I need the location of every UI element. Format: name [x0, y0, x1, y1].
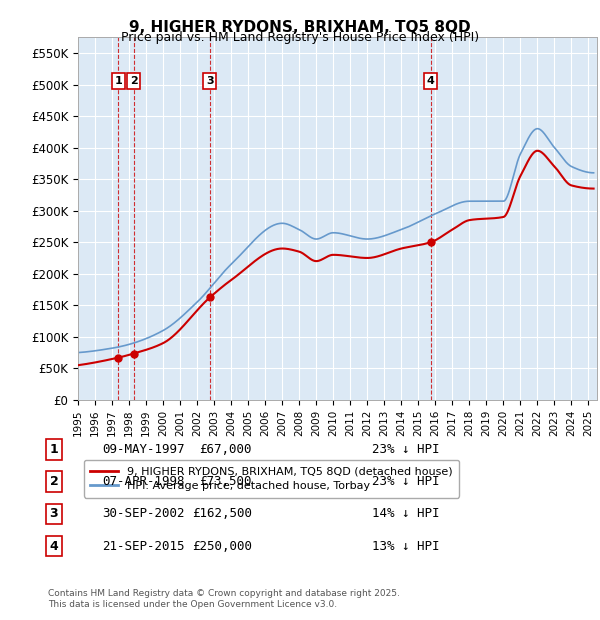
Text: Price paid vs. HM Land Registry's House Price Index (HPI): Price paid vs. HM Land Registry's House … — [121, 31, 479, 44]
Text: 23% ↓ HPI: 23% ↓ HPI — [372, 476, 439, 488]
Text: 09-MAY-1997: 09-MAY-1997 — [102, 443, 185, 456]
Text: 2: 2 — [130, 76, 137, 86]
Text: 13% ↓ HPI: 13% ↓ HPI — [372, 540, 439, 552]
Text: £67,000: £67,000 — [199, 443, 252, 456]
Text: 2: 2 — [50, 476, 58, 488]
Text: 3: 3 — [50, 508, 58, 520]
Text: 1: 1 — [50, 443, 58, 456]
Text: 30-SEP-2002: 30-SEP-2002 — [102, 508, 185, 520]
Text: 07-APR-1998: 07-APR-1998 — [102, 476, 185, 488]
Text: Contains HM Land Registry data © Crown copyright and database right 2025.
This d: Contains HM Land Registry data © Crown c… — [48, 590, 400, 609]
Legend: 9, HIGHER RYDONS, BRIXHAM, TQ5 8QD (detached house), HPI: Average price, detache: 9, HIGHER RYDONS, BRIXHAM, TQ5 8QD (deta… — [83, 460, 459, 498]
Text: 14% ↓ HPI: 14% ↓ HPI — [372, 508, 439, 520]
Text: £73,500: £73,500 — [199, 476, 252, 488]
Text: 1: 1 — [114, 76, 122, 86]
Text: £250,000: £250,000 — [192, 540, 252, 552]
Text: 4: 4 — [427, 76, 434, 86]
Text: 23% ↓ HPI: 23% ↓ HPI — [372, 443, 439, 456]
Text: 3: 3 — [206, 76, 214, 86]
Text: 4: 4 — [50, 540, 58, 552]
Text: 21-SEP-2015: 21-SEP-2015 — [102, 540, 185, 552]
Text: £162,500: £162,500 — [192, 508, 252, 520]
Text: 9, HIGHER RYDONS, BRIXHAM, TQ5 8QD: 9, HIGHER RYDONS, BRIXHAM, TQ5 8QD — [129, 20, 471, 35]
